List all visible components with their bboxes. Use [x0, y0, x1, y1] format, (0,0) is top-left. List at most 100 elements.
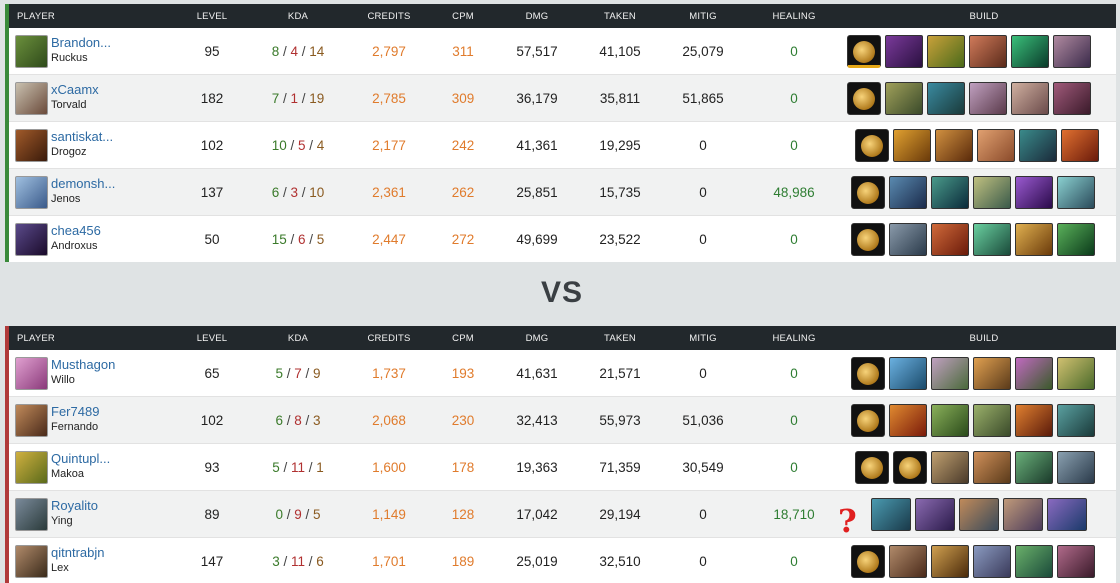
card-icon[interactable]: [1015, 451, 1053, 484]
talent-icon[interactable]: [851, 223, 885, 256]
card-icon[interactable]: [931, 545, 969, 578]
cpm-value: 230: [451, 413, 475, 428]
card-icon[interactable]: [885, 82, 923, 115]
talent-icon[interactable]: [855, 129, 889, 162]
player-row[interactable]: chea456 Androxus 50 15 / 6 / 5 2,447 272…: [9, 216, 1116, 262]
build-loadout: [851, 357, 1095, 390]
card-icon[interactable]: [893, 129, 931, 162]
assists: 5: [316, 232, 325, 247]
col-cpm: CPM: [452, 333, 474, 344]
champion-name: Drogoz: [51, 146, 87, 158]
assists: 3: [313, 413, 321, 428]
player-row[interactable]: Brandon... Ruckus 95 8 / 4 / 14 2,797 31…: [9, 28, 1116, 75]
card-icon[interactable]: [1047, 498, 1087, 531]
col-kda: KDA: [287, 11, 309, 22]
player-row[interactable]: Quintupl... Makoa 93 5 / 11 / 1 1,600 17…: [9, 444, 1116, 491]
card-icon[interactable]: [889, 176, 927, 209]
player-row[interactable]: santiskat... Drogoz 102 10 / 5 / 4 2,177…: [9, 122, 1116, 169]
player-name-link[interactable]: santiskat...: [51, 129, 114, 144]
card-icon[interactable]: [1057, 545, 1095, 578]
level-value: 102: [200, 138, 224, 153]
card-icon[interactable]: [1015, 357, 1053, 390]
card-icon[interactable]: [931, 176, 969, 209]
card-icon[interactable]: [977, 129, 1015, 162]
player-name-link[interactable]: Fer7489: [51, 404, 100, 419]
build-loadout: [847, 35, 1091, 68]
player-row[interactable]: demonsh... Jenos 137 6 / 3 / 10 2,361 26…: [9, 169, 1116, 216]
card-icon[interactable]: [931, 404, 969, 437]
player-name-link[interactable]: demonsh...: [51, 176, 116, 191]
card-icon[interactable]: [1011, 35, 1049, 68]
healing-value: 0: [790, 44, 798, 59]
card-icon[interactable]: [889, 223, 927, 256]
card-icon[interactable]: [1015, 176, 1053, 209]
talent-icon[interactable]: [851, 357, 885, 390]
card-icon[interactable]: [1057, 223, 1095, 256]
kda-value: 8 / 4 / 14: [271, 44, 325, 59]
talent-icon[interactable]: [851, 545, 885, 578]
card-icon[interactable]: [1057, 357, 1095, 390]
card-icon[interactable]: [1015, 545, 1053, 578]
talent-icon[interactable]: [851, 176, 885, 209]
col-kda: KDA: [287, 333, 309, 344]
card-icon[interactable]: [973, 404, 1011, 437]
card-icon[interactable]: [1053, 82, 1091, 115]
dmg-value: 19,363: [516, 460, 558, 475]
player-row[interactable]: qitntrabjn Lex 147 3 / 11 / 6 1,701 189 …: [9, 538, 1116, 583]
card-icon[interactable]: [973, 545, 1011, 578]
card-icon[interactable]: [1015, 404, 1053, 437]
card-icon[interactable]: [959, 498, 999, 531]
card-icon[interactable]: [931, 451, 969, 484]
card-icon[interactable]: [915, 498, 955, 531]
card-icon[interactable]: [1019, 129, 1057, 162]
card-icon[interactable]: [969, 35, 1007, 68]
player-name-link[interactable]: Musthagon: [51, 357, 116, 372]
talent-icon[interactable]: [893, 451, 927, 484]
talent-icon[interactable]: [847, 82, 881, 115]
dmg-value: 41,361: [516, 138, 558, 153]
card-icon[interactable]: [973, 451, 1011, 484]
player-row[interactable]: Musthagon Willo 65 5 / 7 / 9 1,737 193 4…: [9, 350, 1116, 397]
card-icon[interactable]: [1057, 451, 1095, 484]
deaths: 9: [294, 507, 302, 522]
card-icon[interactable]: [1053, 35, 1091, 68]
player-row[interactable]: Royalito Ying 89 0 / 9 / 5 1,149 128 17,…: [9, 491, 1116, 538]
kda-value: 0 / 9 / 5: [275, 507, 321, 522]
taken-value: 32,510: [599, 554, 641, 569]
card-icon[interactable]: [885, 35, 923, 68]
card-icon[interactable]: [889, 545, 927, 578]
champion-avatar: [15, 129, 48, 162]
cpm-value: 262: [451, 185, 475, 200]
player-name-link[interactable]: chea456: [51, 223, 101, 238]
talent-icon[interactable]: [847, 35, 881, 68]
kills: 0: [275, 507, 283, 522]
card-icon[interactable]: [1057, 404, 1095, 437]
player-name-link[interactable]: xCaamx: [51, 82, 99, 97]
card-icon[interactable]: [973, 357, 1011, 390]
card-icon[interactable]: [931, 223, 969, 256]
card-icon[interactable]: [1011, 82, 1049, 115]
card-icon[interactable]: [871, 498, 911, 531]
card-icon[interactable]: [1015, 223, 1053, 256]
kills: 7: [271, 91, 280, 106]
card-icon[interactable]: [927, 35, 965, 68]
card-icon[interactable]: [927, 82, 965, 115]
player-row[interactable]: xCaamx Torvald 182 7 / 1 / 19 2,785 309 …: [9, 75, 1116, 122]
player-name-link[interactable]: Quintupl...: [51, 451, 111, 466]
player-row[interactable]: Fer7489 Fernando 102 6 / 8 / 3 2,068 230…: [9, 397, 1116, 444]
card-icon[interactable]: [889, 357, 927, 390]
card-icon[interactable]: [1003, 498, 1043, 531]
card-icon[interactable]: [1061, 129, 1099, 162]
player-name-link[interactable]: Royalito: [51, 498, 98, 513]
card-icon[interactable]: [973, 176, 1011, 209]
card-icon[interactable]: [935, 129, 973, 162]
player-name-link[interactable]: Brandon...: [51, 35, 111, 50]
card-icon[interactable]: [969, 82, 1007, 115]
card-icon[interactable]: [973, 223, 1011, 256]
card-icon[interactable]: [931, 357, 969, 390]
player-name-link[interactable]: qitntrabjn: [51, 545, 105, 560]
talent-icon[interactable]: [855, 451, 889, 484]
talent-icon[interactable]: [851, 404, 885, 437]
card-icon[interactable]: [1057, 176, 1095, 209]
card-icon[interactable]: [889, 404, 927, 437]
